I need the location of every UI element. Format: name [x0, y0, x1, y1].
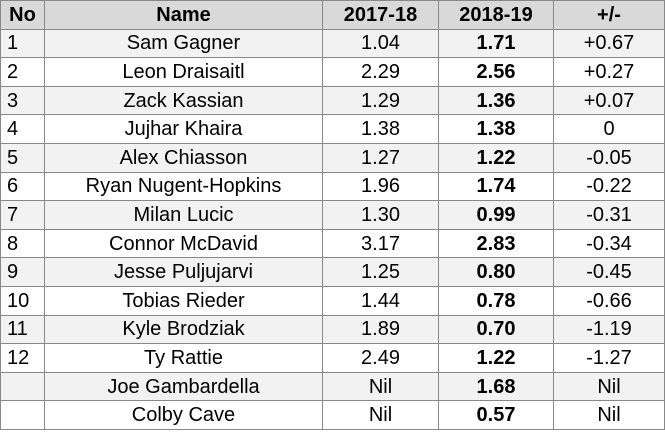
- value-plus-minus: +0.07: [553, 85, 665, 116]
- value-plus-minus: -0.22: [553, 171, 665, 202]
- value-2017-18: Nil: [322, 400, 439, 430]
- value-plus-minus: 0: [553, 114, 665, 144]
- value-2017-18: 1.89: [322, 314, 439, 345]
- value-plus-minus: -0.34: [553, 228, 665, 259]
- value-plus-minus: Nil: [553, 371, 665, 402]
- value-2018-19: 1.68: [438, 371, 554, 402]
- table-body: 1 Sam Gagner 1.04 1.71 +0.67 2 Leon Draisaitl 2…: [0, 28, 665, 430]
- value-plus-minus: -0.31: [553, 200, 665, 230]
- header-row: No Name 2017-18 2018-19 +/-: [0, 0, 665, 30]
- player-name: Ty Rattie: [44, 343, 323, 373]
- table-row: 6 Ryan Nugent-Hopkins 1.96 1.74 -0.22: [0, 171, 665, 202]
- value-2018-19: 0.70: [438, 314, 554, 345]
- value-plus-minus: -1.19: [553, 314, 665, 345]
- player-name: Tobias Rieder: [44, 285, 323, 316]
- value-2017-18: 1.27: [322, 142, 439, 173]
- player-name: Leon Draisaitl: [44, 57, 323, 87]
- player-name: Kyle Brodziak: [44, 314, 323, 345]
- player-name: Alex Chiasson: [44, 142, 323, 173]
- header-2017-18: 2017-18: [322, 0, 439, 30]
- value-plus-minus: +0.27: [553, 57, 665, 87]
- value-plus-minus: -0.05: [553, 142, 665, 173]
- value-2017-18: 1.04: [322, 28, 439, 59]
- header-no: No: [0, 0, 45, 30]
- player-name: Jujhar Khaira: [44, 114, 323, 144]
- table-row: 10 Tobias Rieder 1.44 0.78 -0.66: [0, 285, 665, 316]
- value-plus-minus: Nil: [553, 400, 665, 430]
- value-2018-19: 0.80: [438, 257, 554, 287]
- value-2018-19: 1.38: [438, 114, 554, 144]
- header-name: Name: [44, 0, 323, 30]
- table-row: 8 Connor McDavid 3.17 2.83 -0.34: [0, 228, 665, 259]
- header-2018-19: 2018-19: [438, 0, 554, 30]
- header-plus-minus: +/-: [553, 0, 665, 30]
- value-2018-19: 1.71: [438, 28, 554, 59]
- value-2017-18: 1.44: [322, 285, 439, 316]
- row-number: 8: [0, 228, 45, 259]
- value-2017-18: 1.30: [322, 200, 439, 230]
- row-number: 11: [0, 314, 45, 345]
- player-name: Colby Cave: [44, 400, 323, 430]
- player-name: Jesse Puljujarvi: [44, 257, 323, 287]
- table-row: 1 Sam Gagner 1.04 1.71 +0.67: [0, 28, 665, 59]
- row-number: 3: [0, 85, 45, 116]
- value-plus-minus: -1.27: [553, 343, 665, 373]
- value-2017-18: 2.49: [322, 343, 439, 373]
- table-row: 12 Ty Rattie 2.49 1.22 -1.27: [0, 343, 665, 373]
- player-name: Zack Kassian: [44, 85, 323, 116]
- table-row: 2 Leon Draisaitl 2.29 2.56 +0.27: [0, 57, 665, 87]
- value-2018-19: 1.36: [438, 85, 554, 116]
- row-number: 5: [0, 142, 45, 173]
- row-number: 10: [0, 285, 45, 316]
- player-name: Milan Lucic: [44, 200, 323, 230]
- row-number: 6: [0, 171, 45, 202]
- value-2017-18: 1.29: [322, 85, 439, 116]
- value-2017-18: Nil: [322, 371, 439, 402]
- value-plus-minus: +0.67: [553, 28, 665, 59]
- row-number: 2: [0, 57, 45, 87]
- value-2018-19: 0.99: [438, 200, 554, 230]
- table-row: 5 Alex Chiasson 1.27 1.22 -0.05: [0, 142, 665, 173]
- player-name: Joe Gambardella: [44, 371, 323, 402]
- value-2018-19: 2.83: [438, 228, 554, 259]
- row-number: [0, 400, 45, 430]
- value-2018-19: 2.56: [438, 57, 554, 87]
- value-2018-19: 0.57: [438, 400, 554, 430]
- value-2018-19: 1.22: [438, 343, 554, 373]
- row-number: 9: [0, 257, 45, 287]
- row-number: 1: [0, 28, 45, 59]
- row-number: 7: [0, 200, 45, 230]
- table-row: 7 Milan Lucic 1.30 0.99 -0.31: [0, 200, 665, 230]
- value-2017-18: 1.96: [322, 171, 439, 202]
- table-row: Joe Gambardella Nil 1.68 Nil: [0, 371, 665, 402]
- table-row: 3 Zack Kassian 1.29 1.36 +0.07: [0, 85, 665, 116]
- player-name: Sam Gagner: [44, 28, 323, 59]
- player-name: Ryan Nugent-Hopkins: [44, 171, 323, 202]
- row-number: 12: [0, 343, 45, 373]
- value-plus-minus: -0.66: [553, 285, 665, 316]
- table-row: 4 Jujhar Khaira 1.38 1.38 0: [0, 114, 665, 144]
- row-number: 4: [0, 114, 45, 144]
- table-row: 9 Jesse Puljujarvi 1.25 0.80 -0.45: [0, 257, 665, 287]
- player-name: Connor McDavid: [44, 228, 323, 259]
- value-2017-18: 1.25: [322, 257, 439, 287]
- value-2017-18: 1.38: [322, 114, 439, 144]
- value-plus-minus: -0.45: [553, 257, 665, 287]
- value-2017-18: 2.29: [322, 57, 439, 87]
- table-row: 11 Kyle Brodziak 1.89 0.70 -1.19: [0, 314, 665, 345]
- value-2018-19: 1.74: [438, 171, 554, 202]
- table-row: Colby Cave Nil 0.57 Nil: [0, 400, 665, 430]
- value-2018-19: 0.78: [438, 285, 554, 316]
- value-2017-18: 3.17: [322, 228, 439, 259]
- row-number: [0, 371, 45, 402]
- value-2018-19: 1.22: [438, 142, 554, 173]
